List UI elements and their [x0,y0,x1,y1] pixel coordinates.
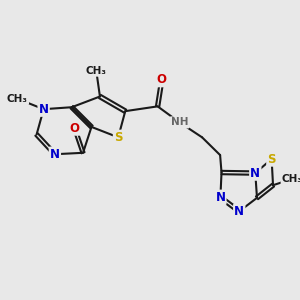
Text: N: N [50,148,60,161]
Text: N: N [39,103,49,116]
Text: N: N [215,191,225,204]
Text: S: S [114,131,122,144]
Text: O: O [157,73,167,86]
Text: CH₃: CH₃ [86,66,107,76]
Text: CH₃: CH₃ [7,94,28,104]
Text: N: N [250,167,260,180]
Text: CH₃: CH₃ [282,174,300,184]
Text: S: S [267,152,276,166]
Text: N: N [234,205,244,218]
Text: NH: NH [171,117,188,128]
Text: O: O [70,122,80,134]
